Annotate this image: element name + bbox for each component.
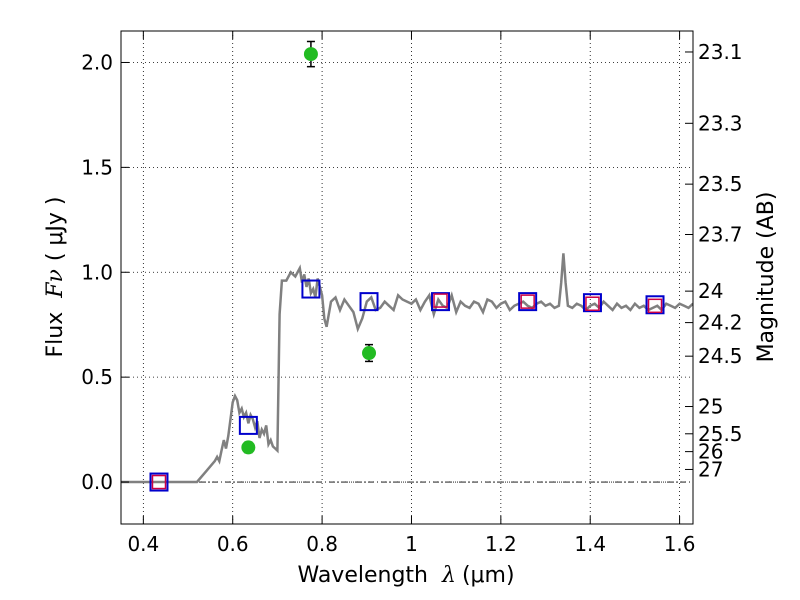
observed-points	[241, 40, 377, 455]
x-axis-title: Wavelength λ (μm)	[297, 563, 514, 588]
x-axis: 0.4 0.6 0.8 1 1.2 1.4 1.6	[127, 31, 696, 556]
observed-photometry-square	[151, 474, 167, 490]
model-photometry	[149, 279, 665, 492]
y2-tick-label: 26	[698, 440, 723, 464]
y2-tick-label: 24.2	[698, 311, 743, 335]
y-axis-title: FluxFν( μJy )	[43, 196, 68, 357]
y2-tick-label: 24.5	[698, 344, 743, 368]
observed-photometry-square	[520, 294, 535, 309]
observed-photometry-square	[585, 296, 600, 311]
observed-photometry-square	[647, 298, 663, 314]
model-photometry-square	[645, 295, 665, 315]
observed-photometry-square	[433, 293, 448, 308]
x-tick-label: 0.8	[306, 532, 338, 556]
y2-tick-label: 25.5	[698, 422, 743, 446]
y2-tick-label: 27	[698, 457, 723, 481]
model-photometry-square	[359, 292, 379, 312]
y-tick-label: 1.0	[81, 260, 113, 284]
x-tick-label: 1.6	[664, 532, 696, 556]
plot-layer	[121, 253, 693, 492]
y-tick-label: 0.5	[81, 365, 113, 389]
x-tick-label: 0.4	[127, 532, 159, 556]
model-photometry-square	[149, 472, 169, 492]
y-tick-label: 0.0	[81, 470, 113, 494]
model-photometry-square	[518, 292, 538, 312]
observed-point	[303, 47, 318, 62]
y2-tick-label: 23.7	[698, 222, 743, 246]
model-photometry-square	[582, 293, 602, 313]
model-photometry-square	[301, 279, 321, 299]
x-tick-label: 1	[405, 532, 418, 556]
plot-area	[121, 31, 693, 524]
y2-tick-label: 23.1	[698, 40, 743, 64]
observed-point	[362, 346, 377, 361]
y2-tick-label: 24	[698, 279, 723, 303]
plot-frame	[120, 30, 694, 525]
y-axis: 0.0 0.5 1.0 1.5 2.0	[81, 50, 129, 494]
observed-photometry-squares	[151, 293, 663, 490]
observed-point	[241, 440, 256, 455]
model-photometry-square	[238, 415, 258, 435]
y-tick-label: 2.0	[81, 50, 113, 74]
model-photometry-square	[431, 292, 451, 312]
y-tick-label: 1.5	[81, 155, 113, 179]
x-tick-label: 1.2	[485, 532, 517, 556]
y2-tick-label: 25	[698, 395, 723, 419]
y2-tick-label: 23.3	[698, 111, 743, 135]
y2-tick-label: 23.5	[698, 172, 743, 196]
x-tick-label: 1.4	[574, 532, 606, 556]
x-tick-label: 0.6	[217, 532, 249, 556]
y2-axis-title: Magnitude (AB)	[754, 192, 779, 363]
grid	[121, 31, 693, 524]
